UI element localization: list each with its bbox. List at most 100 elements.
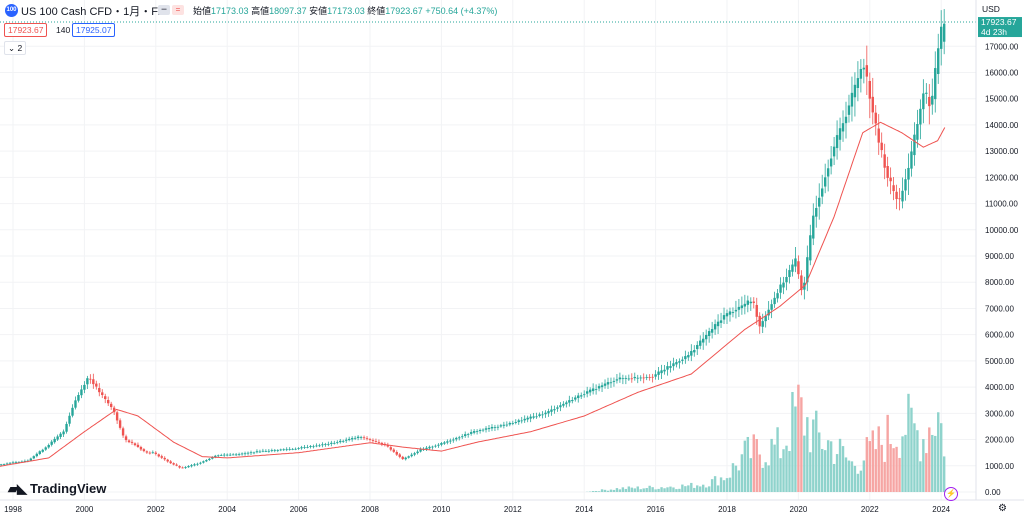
- candle-body: [597, 386, 601, 389]
- candle-body: [92, 379, 95, 385]
- volume-bar: [847, 460, 851, 492]
- brand-name: TradingView: [30, 481, 107, 496]
- candle-body: [699, 340, 702, 346]
- volume-bar: [678, 488, 681, 492]
- volume-bar: [725, 478, 729, 492]
- candle-body: [702, 338, 705, 343]
- volume-bar: [645, 488, 648, 492]
- volume-bar: [785, 445, 788, 492]
- lightning-icon[interactable]: ⚡: [944, 487, 958, 501]
- price-tick-label: 5000.00: [985, 357, 1014, 366]
- candle-body: [487, 428, 491, 430]
- candle-body: [737, 306, 741, 310]
- price-tick-label: 8000.00: [985, 278, 1014, 287]
- candle-body: [844, 116, 848, 124]
- candle-body: [818, 197, 821, 207]
- last-price-label-bg: [978, 17, 1022, 38]
- candle-body: [452, 439, 455, 441]
- candle-body: [345, 439, 348, 441]
- sell-price-button[interactable]: 17923.67: [4, 23, 48, 37]
- time-tick-label: 2010: [433, 505, 451, 514]
- candle-body: [309, 446, 312, 447]
- candle-body: [901, 190, 904, 202]
- candle-body: [913, 134, 916, 156]
- candle-body: [886, 165, 889, 178]
- volume-bar: [782, 449, 785, 492]
- candle-body: [731, 312, 735, 314]
- candle-body: [764, 316, 767, 322]
- time-tick-label: 2020: [790, 505, 808, 514]
- compare-chip-icon[interactable]: ━: [158, 5, 170, 15]
- equals-chip-icon[interactable]: =: [172, 5, 184, 15]
- candle-body: [791, 264, 794, 272]
- candle-body: [371, 440, 375, 441]
- candle-body: [398, 454, 401, 457]
- candle-body: [38, 451, 41, 454]
- candle-body: [214, 455, 217, 458]
- candle-body: [672, 363, 675, 367]
- currency-selector[interactable]: USD: [982, 4, 1000, 14]
- candle-body: [609, 382, 613, 384]
- volume-bar: [826, 440, 830, 492]
- candle-body: [211, 457, 214, 459]
- buy-price-button[interactable]: 17925.07: [72, 23, 116, 37]
- candle-body: [47, 445, 50, 448]
- candle-body: [23, 460, 27, 462]
- volume-bar: [856, 473, 860, 492]
- candle-body: [312, 446, 315, 448]
- volume-bar: [815, 410, 818, 492]
- candle-body: [83, 384, 86, 390]
- candle-body: [529, 416, 532, 419]
- volume-bar: [654, 489, 657, 492]
- volume-bar: [672, 487, 675, 492]
- volume-bar: [809, 452, 812, 492]
- candle-body: [77, 395, 80, 401]
- candle-body: [359, 437, 363, 438]
- candle-body: [937, 48, 940, 75]
- candle-body: [380, 442, 384, 445]
- volume-bar: [615, 488, 619, 492]
- candle-body: [440, 443, 443, 445]
- candle-body: [431, 446, 434, 448]
- candle-body: [633, 376, 636, 379]
- volume-bar: [639, 489, 642, 492]
- candle-body: [627, 378, 631, 380]
- settings-gear-icon[interactable]: ⚙: [998, 503, 1007, 514]
- volume-bar: [859, 470, 863, 492]
- collapse-indicators-button[interactable]: ⌄ 2: [4, 41, 27, 55]
- volume-bar: [624, 488, 628, 492]
- candle-body: [401, 456, 404, 460]
- candle-body: [205, 460, 208, 462]
- candle-body: [17, 462, 21, 463]
- volume-bar: [916, 430, 919, 492]
- volume-bar: [838, 438, 842, 492]
- volume-bar: [910, 407, 913, 492]
- price-tick-label: 7000.00: [985, 304, 1014, 313]
- volume-bar: [693, 487, 696, 492]
- price-tick-label: 16000.00: [985, 68, 1019, 77]
- volume-bar: [895, 446, 898, 492]
- candle-body: [368, 439, 372, 440]
- candle-body: [342, 440, 345, 442]
- candle-body: [514, 422, 517, 423]
- volume-bar: [681, 484, 684, 492]
- candle-body: [770, 304, 773, 310]
- candle-body: [455, 437, 458, 440]
- candle-body: [919, 108, 922, 125]
- volume-bar: [797, 384, 800, 492]
- candle-body: [829, 158, 833, 167]
- volume-bar: [776, 427, 779, 492]
- candle-body: [0, 464, 3, 466]
- candle-body: [773, 297, 776, 305]
- candle-body: [603, 383, 607, 386]
- candle-body: [675, 362, 678, 365]
- price-tick-label: 1000.00: [985, 462, 1014, 471]
- candle-body: [353, 437, 357, 439]
- price-tick-label: 4000.00: [985, 383, 1014, 392]
- candle-body: [68, 415, 71, 424]
- candle-body: [532, 416, 535, 418]
- candle-body: [416, 451, 419, 454]
- symbol-title[interactable]: US 100 Cash CFD・1月・FX: [21, 6, 166, 18]
- volume-bar: [832, 463, 836, 492]
